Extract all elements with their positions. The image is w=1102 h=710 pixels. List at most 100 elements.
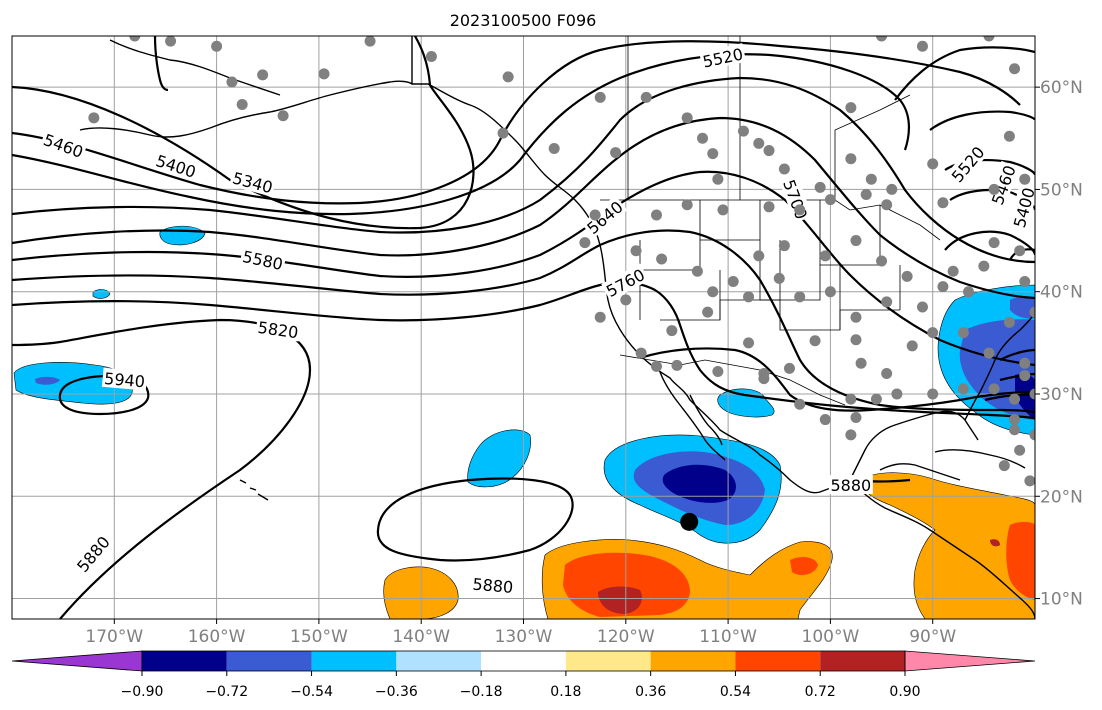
station-dot [906, 340, 918, 352]
colorbar-tick-label: −0.90 [121, 684, 164, 700]
contour-label-bg [828, 475, 873, 495]
x-tick-label: 90°W [909, 627, 956, 647]
station-dot [850, 311, 862, 323]
station-dot [778, 240, 790, 252]
station-dot [1014, 245, 1026, 257]
station-dot [650, 360, 662, 372]
x-tick-label: 160°W [188, 627, 246, 647]
station-dot [737, 125, 749, 137]
station-dot [364, 36, 376, 47]
contour-label-bg [470, 573, 516, 597]
shade-neg-east-us-north [1010, 296, 1035, 319]
station-dot [610, 147, 622, 159]
station-dot [778, 163, 790, 175]
station-dot [978, 260, 990, 272]
station-dot [656, 253, 668, 265]
x-tick-label: 110°W [699, 627, 757, 647]
colorbar: −0.90 −0.72 −0.54 −0.36 −0.18 0.18 0.36 0.54 0.7… [11, 650, 1036, 700]
colorbar-segment [226, 651, 312, 671]
shade-neg-east-us-core [1015, 373, 1035, 420]
shade-neg-gulf-california [717, 388, 775, 418]
station-dot [850, 412, 862, 424]
station-dot [819, 250, 831, 262]
station-dot [763, 201, 775, 213]
station-dot [845, 102, 857, 114]
station-dot [425, 50, 437, 62]
longitude-axis: 170°W 160°W 150°W 140°W 130°W 120°W 110°W 100°W… [85, 619, 956, 647]
station-dot [707, 148, 719, 160]
station-dot [594, 311, 606, 323]
contour-label: 5880 [828, 475, 873, 495]
station-dot [635, 347, 647, 359]
station-dot [855, 357, 867, 369]
station-dot [691, 265, 703, 277]
station-dot [916, 40, 928, 52]
station-dot [809, 335, 821, 347]
colorbar-tick-label: −0.18 [460, 684, 503, 700]
contour-label-bg [39, 128, 88, 162]
station-dot [318, 68, 330, 80]
station-dot [620, 294, 632, 306]
station-dot [650, 209, 662, 221]
station-dot [763, 145, 775, 157]
colorbar-tick-label: 0.18 [550, 684, 581, 700]
colorbar-tick-label: −0.72 [205, 684, 248, 700]
station-dot [881, 199, 893, 211]
colorbar-segment [565, 651, 651, 671]
contour-label: 5880 [470, 573, 516, 597]
contour-label-bg [152, 149, 201, 182]
colorbar-segment [481, 651, 566, 671]
station-dot [957, 327, 969, 339]
station-dot [845, 393, 857, 405]
station-dot [824, 194, 836, 206]
station-dot [1009, 393, 1021, 405]
station-dot [1009, 63, 1021, 75]
x-tick-label: 170°W [85, 627, 143, 647]
station-dot [881, 296, 893, 308]
y-tick-label: 60°N [1040, 78, 1083, 98]
station-dot [743, 337, 755, 349]
station-dot [257, 69, 269, 81]
colorbar-segment [650, 651, 736, 671]
station-dot [702, 306, 714, 318]
station-dot [589, 209, 601, 221]
station-dot [819, 414, 831, 426]
station-dot [712, 173, 724, 185]
contour-label-bg [945, 140, 989, 187]
station-dot [681, 199, 693, 211]
colorbar-extend-high [904, 650, 1036, 672]
station-dot [937, 197, 949, 209]
station-dot [594, 91, 606, 103]
station-dot [773, 272, 785, 284]
station-dot [1019, 370, 1031, 382]
colorbar-tick-label: 0.90 [889, 684, 920, 700]
station-dot [927, 158, 939, 170]
station-dot [712, 365, 724, 377]
contour-label-bg [229, 166, 277, 197]
latitude-axis: 60°N 50°N 40°N 30°N 20°N 10°N [1035, 78, 1083, 610]
station-dot [129, 36, 141, 42]
station-dot [850, 334, 862, 346]
x-tick-label: 150°W [290, 627, 348, 647]
storm-center-marker [680, 512, 699, 531]
station-dot [947, 265, 959, 277]
station-dot [211, 40, 223, 52]
station-dot [865, 173, 877, 185]
contour-label-bg [699, 43, 747, 71]
station-dot [963, 286, 975, 298]
station-dot [957, 383, 969, 395]
station-dot [824, 286, 836, 298]
station-dot [988, 237, 1000, 249]
colorbar-segment [735, 651, 821, 671]
station-dot [681, 112, 693, 124]
colorbar-tick-label: −0.54 [290, 684, 333, 700]
station-dot [988, 383, 1000, 395]
station-dot [886, 183, 898, 195]
station-dot [870, 393, 882, 405]
station-dot [753, 250, 765, 262]
contour-label-bg [986, 160, 1020, 209]
station-dot [640, 91, 652, 103]
x-tick-label: 120°W [597, 627, 655, 647]
station-dot [727, 275, 739, 287]
station-dot [1009, 414, 1021, 426]
